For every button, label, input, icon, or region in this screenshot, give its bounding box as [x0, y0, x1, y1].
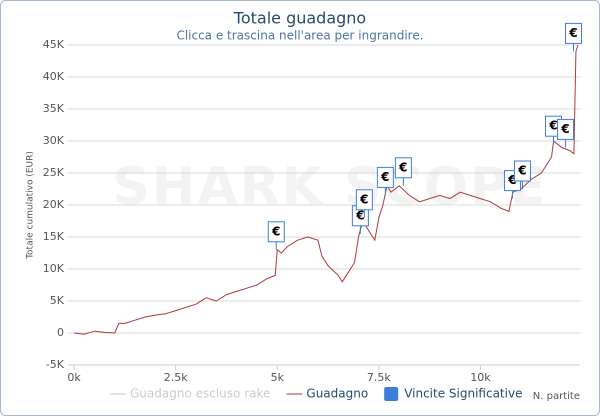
flag: €	[355, 189, 373, 218]
flag: €	[557, 118, 575, 148]
flag-label: €	[548, 119, 557, 133]
chart-subtitle: Clicca e trascina nell'area per ingrandi…	[176, 29, 423, 43]
legend-label: Vincite Significative	[404, 387, 522, 401]
legend-item[interactable]: Guadagno escluso rake	[110, 387, 270, 401]
flag: €	[394, 157, 412, 186]
flag: €	[376, 166, 394, 196]
flag: €	[513, 160, 531, 189]
flag-box	[564, 22, 582, 44]
flag-box	[355, 189, 373, 211]
line	[74, 44, 579, 335]
flag-label: €	[507, 173, 516, 187]
x-tick-label: 5k	[271, 371, 285, 384]
legend-label: Guadagno escluso rake	[130, 387, 270, 401]
flag-box	[376, 166, 394, 188]
flag-box	[557, 118, 575, 140]
flag-label: €	[380, 170, 389, 184]
y-tick-label: 40K	[43, 70, 65, 83]
flag-label: €	[560, 122, 569, 136]
y-tick-label: 45K	[43, 38, 65, 51]
legend-symbol	[384, 387, 399, 401]
flag: €	[267, 221, 285, 250]
flag-box	[267, 221, 285, 243]
flag-box	[394, 157, 412, 179]
legend-item[interactable]: Guadagno	[286, 387, 368, 401]
flag-label: €	[355, 208, 364, 222]
y-tick-label: 20K	[43, 198, 65, 211]
x-axis-title: N. partite	[533, 391, 580, 402]
y-tick-label: 0	[57, 326, 64, 339]
chart-title: Totale guadagno	[233, 9, 366, 28]
x-tick-label: 0k	[67, 371, 81, 384]
flag-label: €	[568, 26, 577, 40]
watermark: SHARK SCOPE	[112, 157, 547, 217]
y-tick-label: 25K	[43, 166, 65, 179]
flag-label: €	[271, 224, 280, 238]
y-tick-label: 5K	[50, 294, 65, 307]
legend-item[interactable]: Vincite Significative	[384, 387, 522, 402]
y-tick-label: 10K	[43, 262, 65, 275]
flag-label: €	[359, 192, 368, 206]
y-tick-label: 35K	[43, 102, 65, 115]
x-tick-label: 2.5k	[164, 371, 188, 384]
flag-label: €	[398, 160, 407, 174]
y-tick-label: -5K	[46, 358, 65, 371]
flag: €	[564, 22, 582, 52]
legend-label: Guadagno	[306, 387, 368, 401]
y-tick-label: 30K	[43, 134, 65, 147]
flag-label: €	[517, 164, 526, 178]
x-tick-label: 10k	[470, 371, 491, 384]
y-axis-title: Totale cumulativo (EUR)	[26, 151, 36, 260]
x-tick-label: 7.5k	[367, 371, 391, 384]
flag-box	[513, 160, 531, 182]
y-tick-label: 15K	[43, 230, 65, 243]
